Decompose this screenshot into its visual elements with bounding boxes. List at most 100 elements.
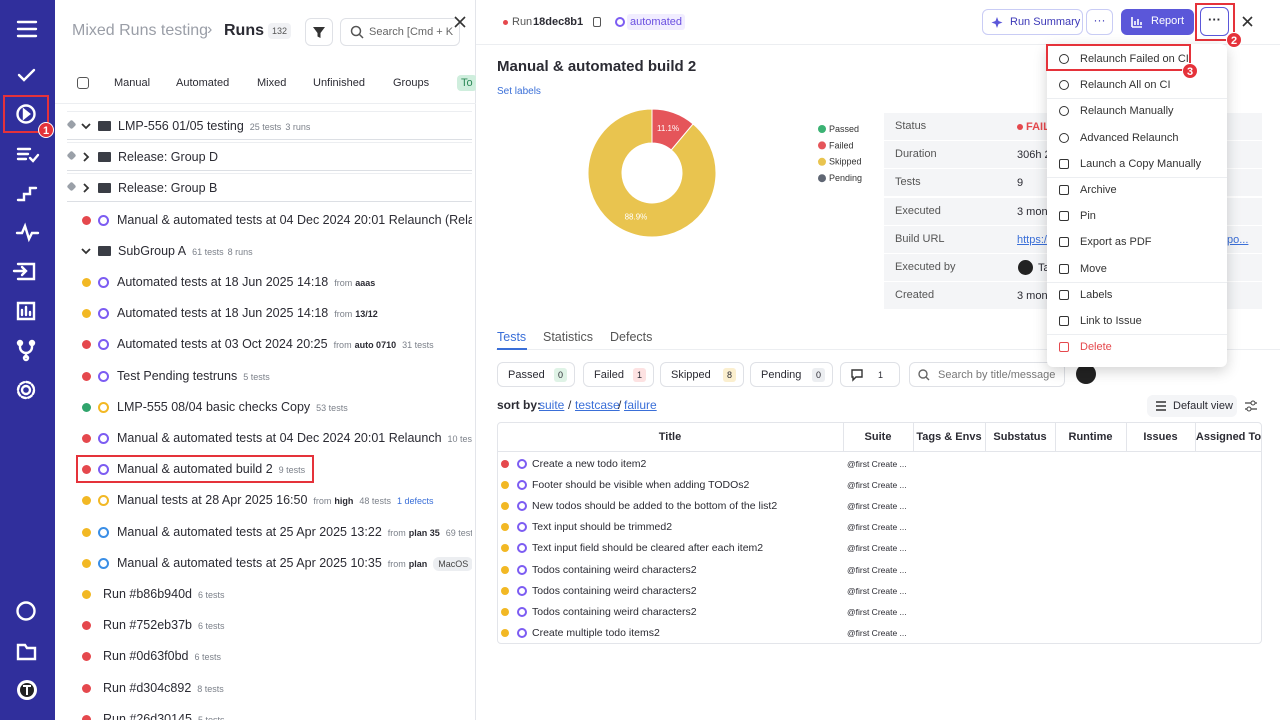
settings-icon[interactable] [1244,399,1258,413]
menu-item[interactable]: Relaunch All on CI [1080,77,1171,93]
filter-label: Passed [508,367,545,383]
more-button[interactable]: ··· [1086,9,1113,35]
sidebar-icons [0,0,55,720]
steps-icon[interactable] [18,188,36,200]
filter-chip[interactable]: Failed1 [583,362,654,387]
section-tab[interactable]: Statistics [543,329,593,345]
menu-item[interactable]: Launch a Copy Manually [1080,156,1201,172]
set-labels[interactable]: Set labels [497,84,541,100]
filter-tab[interactable]: Mixed [257,75,286,91]
chevron[interactable] [80,119,92,131]
run-row[interactable]: Run #b86b940d6 tests [103,586,472,602]
chevron[interactable] [80,150,92,162]
status-dot [82,684,91,693]
search-box[interactable]: Search [Cmd + K [340,18,460,46]
run-row[interactable]: Automated tests at 18 Jun 2025 14:18from… [117,274,472,290]
sort-option[interactable]: failure [624,397,657,413]
menu-icon [1059,185,1069,195]
section-tab[interactable]: Defects [610,329,652,345]
type-icon [517,459,527,469]
check-icon[interactable] [19,70,34,80]
breadcrumb[interactable]: Mixed Runs testing [72,23,208,39]
filter-button[interactable] [305,18,333,46]
run-row[interactable]: Manual & automated tests at 04 Dec 2024 … [117,430,472,446]
type-icon [98,527,109,538]
filter-tab[interactable]: Automated [176,75,229,91]
filter-chip[interactable]: Passed0 [497,362,575,387]
menu-item[interactable]: Move [1080,261,1107,277]
sort-option[interactable]: suite [539,397,564,413]
chevron[interactable] [80,244,92,256]
filter-tab[interactable]: Groups [393,75,429,91]
section-tab[interactable]: Tests [497,329,526,345]
pulse-icon[interactable] [17,226,38,239]
menu-item[interactable]: Relaunch Manually [1080,103,1174,119]
test-title[interactable]: Todos containing weird characters2 [532,583,697,599]
run-row[interactable]: SubGroup A61 tests8 runs [118,243,472,259]
run-row[interactable]: LMP-556 01/05 testing25 tests3 runs [118,118,472,134]
menu-item[interactable]: Labels [1080,287,1112,303]
run-row[interactable]: Manual & automated tests at 25 Apr 2025 … [117,555,472,571]
chevron[interactable] [80,181,92,193]
menu-item[interactable]: Delete [1080,339,1112,355]
run-row[interactable]: Release: Group D [118,149,472,165]
test-title[interactable]: Create a new todo item2 [532,456,646,472]
filter-chip[interactable]: Pending0 [750,362,833,387]
menu-item[interactable]: Advanced Relaunch [1080,130,1178,146]
menu-icon [1059,342,1069,352]
run-row[interactable]: Automated tests at 18 Jun 2025 14:18from… [117,305,472,321]
highlight-box [1046,44,1191,71]
menu-item[interactable]: Archive [1080,182,1117,198]
menu-item[interactable]: Pin [1080,208,1096,224]
folder-icon [98,152,111,162]
test-title[interactable]: New todos should be added to the bottom … [532,498,777,514]
menu-icon[interactable] [18,22,36,36]
run-row[interactable]: Run #0d63f0bd6 tests [103,648,472,664]
filter-chip[interactable]: Skipped8 [660,362,744,387]
menu-item[interactable]: Link to Issue [1080,313,1142,329]
import-icon[interactable] [14,264,34,279]
run-summary-button[interactable]: Run Summary [982,9,1083,35]
default-view-button[interactable]: Default view [1147,395,1237,417]
test-search[interactable]: Search by title/message [909,362,1065,387]
detail-value-tail: po... [1227,232,1248,248]
type-icon [98,495,109,506]
test-title[interactable]: Text input field should be cleared after… [532,540,763,556]
run-row[interactable]: LMP-555 08/04 basic checks Copy53 tests [117,399,472,415]
test-title[interactable]: Todos containing weird characters2 [532,604,697,620]
test-title[interactable]: Text input should be trimmed2 [532,519,672,535]
filter-count: 1 [633,368,646,382]
close-icon[interactable] [453,12,467,32]
filter-tab[interactable]: To [457,75,477,91]
copy-icon[interactable] [593,17,601,27]
run-row[interactable]: Run #d304c8928 tests [103,680,472,696]
comment-count: 1 [878,367,883,383]
from-label: from [334,340,352,350]
folder-icon[interactable] [18,645,35,659]
run-row[interactable]: Test Pending testruns5 tests [117,368,472,384]
sort-option[interactable]: testcase [575,397,620,413]
run-row[interactable]: Manual & automated tests at 25 Apr 2025 … [117,524,472,540]
filter-tab[interactable]: Manual [114,75,150,91]
detail-value[interactable]: https:// [1017,232,1050,248]
run-row[interactable]: Release: Group B [118,180,472,196]
run-row[interactable]: Manual & automated tests at 04 Dec 2024 … [117,212,472,228]
close-icon[interactable] [1241,13,1255,31]
report-button[interactable]: Report [1121,9,1194,35]
run-row[interactable]: Run #752eb37b6 tests [103,617,472,633]
plans-icon[interactable] [18,149,38,161]
run-row[interactable]: Run #26d301455 tests [103,711,472,720]
test-title[interactable]: Footer should be visible when adding TOD… [532,477,749,493]
test-title[interactable]: Todos containing weird characters2 [532,562,697,578]
comment-filter[interactable]: 1 [840,362,900,387]
status-dot [503,20,508,25]
help-icon[interactable] [18,603,35,620]
analytics-icon[interactable] [18,303,34,319]
menu-item[interactable]: Export as PDF [1080,234,1152,250]
legend-swatch [818,125,826,133]
run-row[interactable]: Automated tests at 03 Oct 2024 20:25from… [117,336,472,352]
settings-icon[interactable] [22,386,30,394]
test-title[interactable]: Create multiple todo items2 [532,625,660,641]
filter-tab[interactable]: Unfinished [313,75,365,91]
run-row[interactable]: Manual tests at 28 Apr 2025 16:50fromhig… [117,492,472,508]
